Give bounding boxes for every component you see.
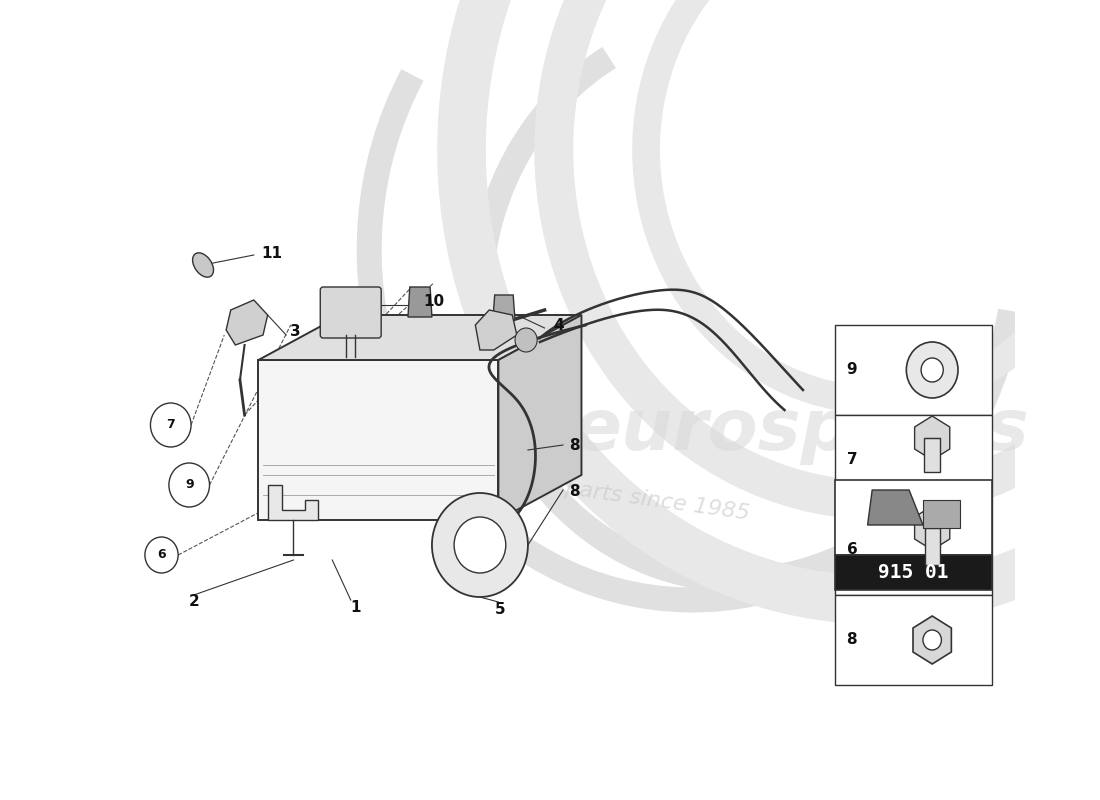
Polygon shape [914, 416, 949, 460]
FancyBboxPatch shape [320, 287, 382, 338]
Polygon shape [267, 485, 318, 520]
FancyBboxPatch shape [835, 480, 992, 555]
FancyBboxPatch shape [835, 595, 992, 685]
Circle shape [432, 493, 528, 597]
Ellipse shape [192, 253, 213, 277]
FancyBboxPatch shape [925, 528, 939, 565]
Text: 8: 8 [569, 438, 580, 453]
Text: eurospares: eurospares [572, 396, 1028, 465]
Text: 915 01: 915 01 [879, 563, 949, 582]
Circle shape [515, 328, 537, 352]
Circle shape [145, 537, 178, 573]
Circle shape [921, 358, 944, 382]
FancyBboxPatch shape [923, 500, 960, 528]
Polygon shape [408, 287, 432, 317]
FancyBboxPatch shape [835, 555, 992, 590]
Polygon shape [258, 315, 582, 360]
Text: a passion for parts since 1985: a passion for parts since 1985 [416, 458, 751, 524]
Polygon shape [914, 506, 949, 550]
Text: 6: 6 [157, 549, 166, 562]
Text: 8: 8 [847, 633, 857, 647]
FancyBboxPatch shape [835, 325, 992, 415]
Polygon shape [868, 490, 923, 525]
Text: 5: 5 [495, 602, 506, 618]
FancyBboxPatch shape [924, 438, 940, 472]
Circle shape [906, 342, 958, 398]
Circle shape [923, 630, 942, 650]
FancyBboxPatch shape [835, 505, 992, 595]
Text: 4: 4 [553, 318, 563, 333]
Text: 7: 7 [166, 418, 175, 431]
FancyBboxPatch shape [835, 415, 992, 505]
Text: 3: 3 [290, 325, 300, 339]
Text: 1: 1 [350, 601, 361, 615]
Circle shape [151, 403, 191, 447]
Text: 11: 11 [262, 246, 283, 261]
Polygon shape [336, 295, 359, 320]
Polygon shape [913, 616, 952, 664]
Circle shape [169, 463, 209, 507]
Text: 9: 9 [185, 478, 194, 491]
Text: 10: 10 [424, 294, 444, 310]
Text: 9: 9 [847, 362, 857, 378]
Circle shape [454, 517, 506, 573]
Polygon shape [493, 295, 515, 320]
Text: 2: 2 [188, 594, 199, 610]
Polygon shape [498, 315, 582, 520]
Text: 7: 7 [847, 453, 857, 467]
Polygon shape [227, 300, 267, 345]
Polygon shape [475, 310, 517, 350]
Polygon shape [258, 360, 498, 520]
Text: 6: 6 [847, 542, 857, 558]
Text: 8: 8 [569, 485, 580, 499]
